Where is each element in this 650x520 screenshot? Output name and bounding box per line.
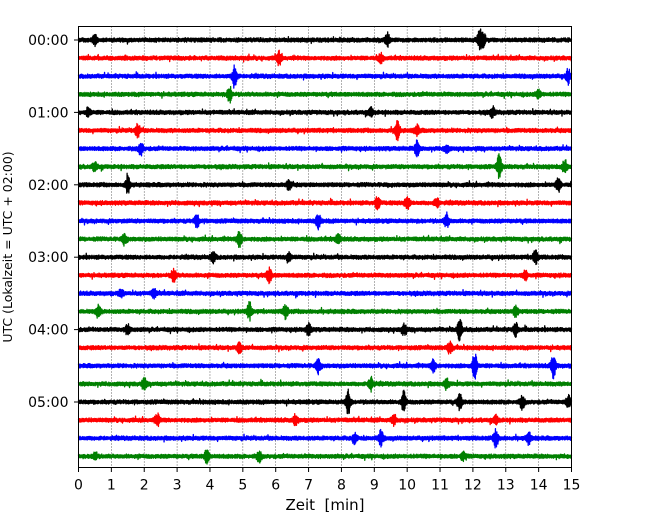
trace-row-0500	[77, 388, 573, 415]
x-tick-label: 0	[74, 478, 83, 494]
plot-frame	[78, 26, 572, 468]
trace-row-0045	[77, 85, 573, 104]
trace-row-0345	[77, 301, 573, 322]
x-tick-label: 5	[238, 478, 247, 494]
y-tick-label: 03:00	[28, 250, 68, 266]
x-tick-label: 7	[304, 478, 313, 494]
y-axis-label: UTC (Lokalzeit = UTC + 02:00)	[0, 151, 15, 342]
trace-row-0330	[77, 288, 573, 300]
trace-row-0530	[77, 428, 573, 449]
x-tick-label: 4	[206, 478, 215, 494]
x-tick-label: 8	[337, 478, 346, 494]
trace-row-0415	[77, 340, 573, 355]
x-tick-label: 2	[140, 478, 149, 494]
trace-row-0545	[77, 449, 573, 465]
trace-row-0215	[77, 196, 573, 211]
x-tick-label: 9	[370, 478, 379, 494]
x-axis: 0 1 2 3 4 5 6 7 8 9 10 11 12 13 14 15	[74, 467, 581, 494]
trace-row-0015	[77, 49, 573, 67]
y-tick-label: 05:00	[28, 395, 68, 411]
x-tick-label: 14	[530, 478, 548, 494]
y-tick-label: 00:00	[28, 33, 68, 49]
trace-row-0030	[77, 64, 573, 89]
x-tick-label: 3	[173, 478, 182, 494]
trace-row-0200	[77, 172, 573, 194]
trace-row-0130	[77, 139, 573, 158]
x-axis-label: Zeit [min]	[285, 496, 364, 514]
trace-row-0230	[77, 211, 573, 231]
seismic-traces	[77, 28, 573, 465]
trace-row-0145	[77, 153, 573, 180]
x-tick-label: 12	[464, 478, 482, 494]
trace-row-0445	[77, 375, 573, 393]
trace-row-0315	[77, 266, 573, 285]
trace-row-0245	[77, 230, 573, 249]
x-tick-label: 11	[431, 478, 449, 494]
trace-row-0300	[77, 249, 573, 266]
trace-row-0100	[77, 105, 573, 119]
trace-row-0400	[77, 318, 573, 342]
trace-row-0000	[77, 28, 573, 51]
trace-row-0430	[77, 353, 573, 380]
y-tick-label: 04:00	[28, 323, 68, 339]
x-tick-label: 1	[107, 478, 116, 494]
x-tick-label: 15	[563, 478, 581, 494]
x-tick-label: 6	[271, 478, 280, 494]
y-tick-label: 02:00	[28, 178, 68, 194]
y-axis: 00:00 01:00 02:00 03:00 04:00 05:00	[28, 33, 79, 411]
y-tick-label: 01:00	[28, 105, 68, 121]
x-tick-label: 13	[497, 478, 515, 494]
x-tick-label: 10	[398, 478, 416, 494]
trace-row-0515	[77, 412, 573, 428]
trace-row-0115	[77, 120, 573, 142]
